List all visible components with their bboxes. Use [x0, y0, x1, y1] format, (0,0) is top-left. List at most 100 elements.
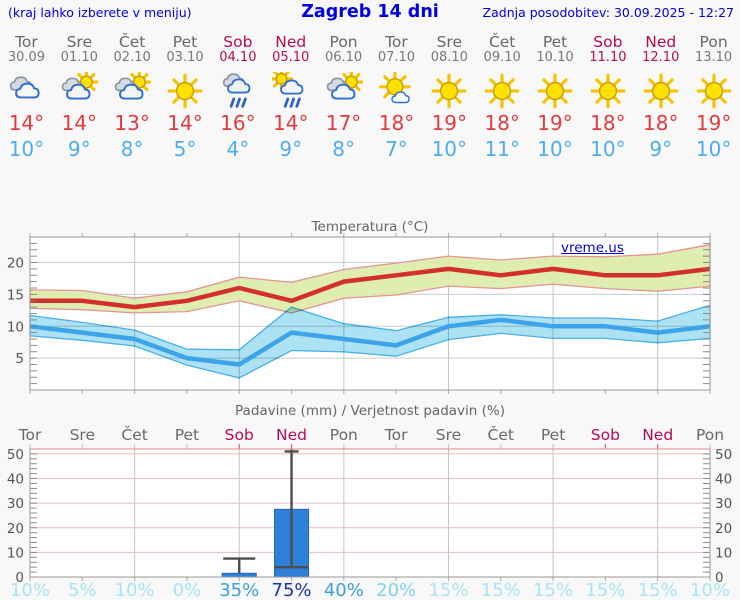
tmin-label: 9°	[649, 137, 673, 162]
watermark-link[interactable]: vreme.us	[561, 240, 624, 256]
day-column-02.10[interactable]: Čet 02.10 13° 8°	[106, 28, 159, 170]
day-column-11.10[interactable]: Sob 11.10 18° 10°	[581, 28, 634, 170]
day-column-01.10[interactable]: Sre 01.10 14° 9°	[53, 28, 106, 170]
day-date: 04.10	[219, 49, 257, 65]
temperature-chart: Temperatura (°C) 5 10 15 20	[0, 215, 740, 395]
precip-day-label: Sob	[591, 426, 620, 444]
tmax-label: 17°	[325, 111, 362, 136]
rain-icon	[222, 73, 251, 108]
weather-icon	[529, 71, 582, 111]
day-date: 09.10	[483, 49, 521, 65]
day-column-12.10[interactable]: Ned 12.10 18° 9°	[634, 28, 687, 170]
last-updated: Zadnja posodobitev: 30.09.2025 - 12:27	[482, 5, 734, 20]
precip-bar	[221, 572, 257, 578]
day-column-07.10[interactable]: Tor 07.10 18° 7°	[370, 28, 423, 170]
precip-probability-label: 40%	[324, 580, 364, 600]
precip-y-axis-label-right: 10	[715, 545, 732, 561]
tmax-label: 14°	[61, 111, 98, 136]
day-date: 02.10	[113, 49, 151, 65]
sun-rain-icon	[271, 72, 304, 108]
day-column-10.10[interactable]: Pet 10.10 19° 10°	[529, 28, 582, 170]
tmax-line	[30, 266, 711, 310]
tmax-label: 14°	[8, 111, 45, 136]
day-name: Čet	[118, 33, 146, 51]
day-date: 10.10	[536, 49, 574, 65]
precipitation-chart-title: Padavine (mm) / Verjetnost padavin (%)	[235, 403, 505, 419]
day-name: Ned	[645, 33, 677, 51]
precip-day-label: Sob	[225, 426, 254, 444]
precip-y-axis-label-right: 0	[715, 570, 724, 586]
day-column-09.10[interactable]: Čet 09.10 18° 11°	[476, 28, 529, 170]
sunny-icon	[590, 73, 626, 109]
precip-probability-label: 10%	[690, 580, 730, 600]
tmin-label: 7°	[385, 137, 408, 162]
day-date: 13.10	[694, 49, 733, 65]
precip-day-label: Ned	[642, 426, 673, 444]
weather-icon	[634, 71, 687, 111]
day-name: Pon	[699, 33, 728, 51]
precip-probability-label: 15%	[428, 580, 468, 600]
tmin-label: 9°	[279, 137, 303, 162]
temp-y-axis-label: 20	[7, 256, 24, 272]
precipitation-chart: Padavine (mm) / Verjetnost padavin (%) 0…	[0, 400, 740, 600]
sunny-icon	[643, 73, 679, 109]
tmax-label: 14°	[273, 111, 309, 136]
tmax-label: 19°	[431, 111, 468, 136]
day-column-13.10[interactable]: Pon 13.10 19° 10°	[687, 28, 740, 170]
precip-y-axis-label-left: 10	[7, 545, 24, 561]
day-column-06.10[interactable]: Pon 06.10 17° 8°	[317, 28, 370, 170]
sunny-icon	[537, 73, 573, 109]
tmin-label: 5°	[173, 137, 197, 162]
day-date: 30.09	[7, 49, 46, 65]
tmax-label: 18°	[590, 111, 626, 136]
precip-probability-label: 75%	[272, 580, 312, 600]
day-column-30.09[interactable]: Tor 30.09 14° 10°	[0, 28, 53, 170]
tmax-label: 16°	[220, 111, 256, 136]
tmax-label: 19°	[537, 111, 573, 136]
tmin-label: 4°	[226, 137, 250, 162]
day-name: Tor	[15, 33, 38, 51]
day-name: Pon	[329, 33, 358, 51]
partly-cloudy-icon	[62, 72, 99, 100]
precip-y-axis-label-right: 40	[715, 472, 732, 488]
weather-icon	[581, 71, 634, 111]
weather-icon	[476, 71, 529, 111]
day-column-08.10[interactable]: Sre 08.10 19° 10°	[423, 28, 476, 170]
precip-y-axis-label-left: 0	[15, 570, 24, 586]
weather-icon	[106, 71, 159, 111]
tmax-label: 18°	[378, 111, 415, 136]
precip-probability-label: 15%	[638, 580, 678, 600]
day-date: 11.10	[589, 49, 627, 65]
day-name: Sob	[593, 33, 623, 51]
weather-icon	[317, 71, 370, 111]
day-date: 07.10	[377, 49, 416, 65]
precip-day-label: Sre	[436, 426, 461, 444]
temp-y-axis-label: 5	[15, 351, 24, 367]
tmin-label: 8°	[332, 137, 355, 162]
day-column-03.10[interactable]: Pet 03.10 14° 5°	[159, 28, 212, 170]
day-name: Sob	[223, 33, 253, 51]
weather-icon	[264, 71, 317, 111]
temperature-chart-svg: 5 10 15 20	[7, 233, 711, 394]
precip-y-axis-label-right: 30	[715, 496, 732, 512]
day-name: Pet	[542, 33, 568, 51]
partly-cloudy-icon	[114, 72, 152, 100]
temp-y-axis-label: 10	[7, 319, 24, 335]
day-date: 01.10	[60, 49, 98, 65]
day-column-05.10[interactable]: Ned 05.10 14° 9°	[264, 28, 317, 170]
precip-probability-label: 10%	[115, 580, 155, 600]
sunny-icon	[167, 73, 203, 109]
tmax-label: 19°	[695, 111, 732, 136]
precip-day-label: Čet	[488, 425, 514, 444]
precip-probability-label: 10%	[10, 580, 50, 600]
tmin-line	[29, 317, 711, 367]
precip-day-label: Pon	[696, 426, 724, 444]
precip-day-label: Čet	[121, 425, 147, 444]
precip-probability-label: 5%	[68, 580, 97, 600]
precip-y-axis-label-left: 40	[7, 472, 24, 488]
temp-y-axis-label: 15	[7, 287, 24, 303]
tmin-label: 10°	[695, 137, 732, 162]
day-column-04.10[interactable]: Sob 04.10 16° 4°	[211, 28, 264, 170]
day-date: 05.10	[272, 49, 310, 65]
